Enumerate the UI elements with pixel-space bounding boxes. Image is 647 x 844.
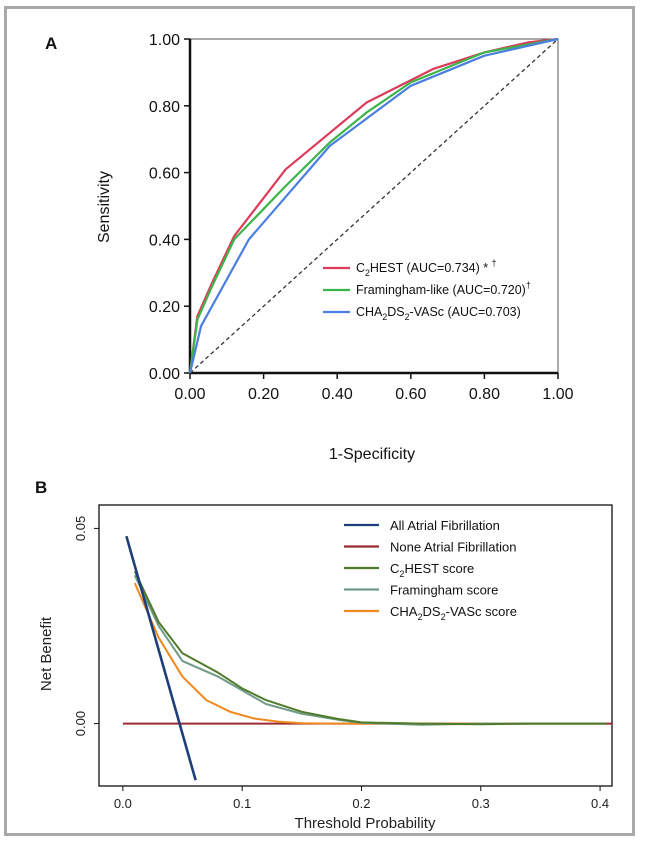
- decision-curve-chart: 0.0 0.1 0.2 0.3 0.4 0.00 0.05 All Atrial Fibril…: [73, 504, 613, 811]
- legend-text: C: [390, 561, 399, 576]
- dca-x-tick-label: 0.4: [591, 796, 609, 811]
- dca-y-tick-label: 0.05: [73, 516, 88, 541]
- dca-y-tick-label: 0.00: [73, 711, 88, 736]
- dca-x-tick-label: 0.2: [352, 796, 370, 811]
- roc-x-tick-label: 0.80: [469, 386, 500, 403]
- roc-curve-2: [188, 37, 559, 374]
- roc-x-axis-label: 1-Specificity: [329, 446, 415, 463]
- dca-legend-entry: None Atrial Fibrillation: [390, 540, 516, 555]
- legend-text: -VASc score: [446, 604, 517, 619]
- dca-curve-3: [133, 574, 606, 726]
- dca-legend-entry: All Atrial Fibrillation: [390, 518, 500, 533]
- dca-plot-frame: [98, 504, 613, 787]
- dca-x-axis-label: Threshold Probability: [295, 815, 436, 832]
- roc-y-axis-label: Sensitivity: [96, 171, 113, 243]
- legend-text: CHA: [356, 305, 383, 319]
- roc-legend-entry: Framingham-like (AUC=0.720)†: [356, 280, 531, 297]
- legend-subscript: 2: [399, 569, 404, 579]
- legend-text: None Atrial Fibrillation: [390, 540, 516, 555]
- roc-legend-entry: C2HEST (AUC=0.734) * †: [356, 258, 497, 278]
- dca-x-tick-label: 0.3: [472, 796, 490, 811]
- legend-text: All Atrial Fibrillation: [390, 518, 500, 533]
- legend-text: DS: [423, 604, 441, 619]
- legend-text: -VASc (AUC=0.703): [410, 305, 521, 319]
- roc-y-tick-label: 0.40: [149, 232, 180, 249]
- roc-y-tick-label: 0.60: [149, 166, 180, 183]
- roc-x-tick-label: 0.60: [395, 386, 426, 403]
- roc-x-tick-label: 1.00: [542, 386, 573, 403]
- dca-y-axis-label: Net Benefit: [38, 616, 55, 691]
- legend-subscript: 2: [417, 612, 422, 622]
- dca-curve-2: [133, 570, 606, 726]
- figure-canvas: A 0.00 0.20 0.40 0.60 0.80 1.000.000.200.400.…: [35, 32, 613, 832]
- dca-legend-entry: CHA2DS2-VASc score: [390, 604, 517, 622]
- dca-legend-entry: Framingham score: [390, 583, 498, 598]
- roc-x-tick-label: 0.20: [248, 386, 279, 403]
- legend-subscript: 2: [405, 312, 410, 322]
- roc-y-tick-label: 0.00: [149, 366, 180, 383]
- legend-superscript: †: [492, 258, 497, 268]
- legend-text: CHA: [390, 604, 418, 619]
- panel-a-label: A: [45, 34, 57, 53]
- legend-text: Framingham score: [390, 583, 498, 598]
- roc-chart: 0.00 0.20 0.40 0.60 0.80 1.00 0.00 0.20 0.40 0.60…: [149, 32, 574, 403]
- legend-superscript: †: [526, 280, 531, 290]
- legend-text: HEST (AUC=0.734) *: [370, 261, 492, 275]
- legend-text: C: [356, 261, 365, 275]
- legend-text: DS: [387, 305, 404, 319]
- legend-subscript: 2: [441, 612, 446, 622]
- roc-y-tick-label: 1.00: [149, 32, 180, 49]
- roc-curve-1: [188, 37, 559, 374]
- dca-x-tick-label: 0.0: [114, 796, 132, 811]
- roc-y-tick-label: 0.20: [149, 299, 180, 316]
- roc-x-tick-label: 0.40: [322, 386, 353, 403]
- figure-frame: A 0.00 0.20 0.40 0.60 0.80 1.00 0.00 0.20 0.40 0.…: [4, 6, 635, 836]
- dca-legend-entry: C2HEST score: [390, 561, 474, 579]
- roc-x-tick-label: 0.00: [174, 386, 205, 403]
- roc-reference-diagonal: [189, 38, 559, 374]
- legend-subscript: 2: [382, 312, 387, 322]
- dca-curve-0: [125, 535, 197, 781]
- dca-x-tick-label: 0.1: [233, 796, 251, 811]
- legend-subscript: 2: [365, 268, 370, 278]
- roc-y-tick-label: 0.80: [149, 99, 180, 116]
- roc-legend-entry: CHA2DS2-VASc (AUC=0.703): [356, 305, 521, 322]
- legend-text: HEST score: [404, 561, 474, 576]
- panel-b-label: B: [35, 478, 47, 497]
- legend-text: Framingham-like (AUC=0.720): [356, 283, 526, 297]
